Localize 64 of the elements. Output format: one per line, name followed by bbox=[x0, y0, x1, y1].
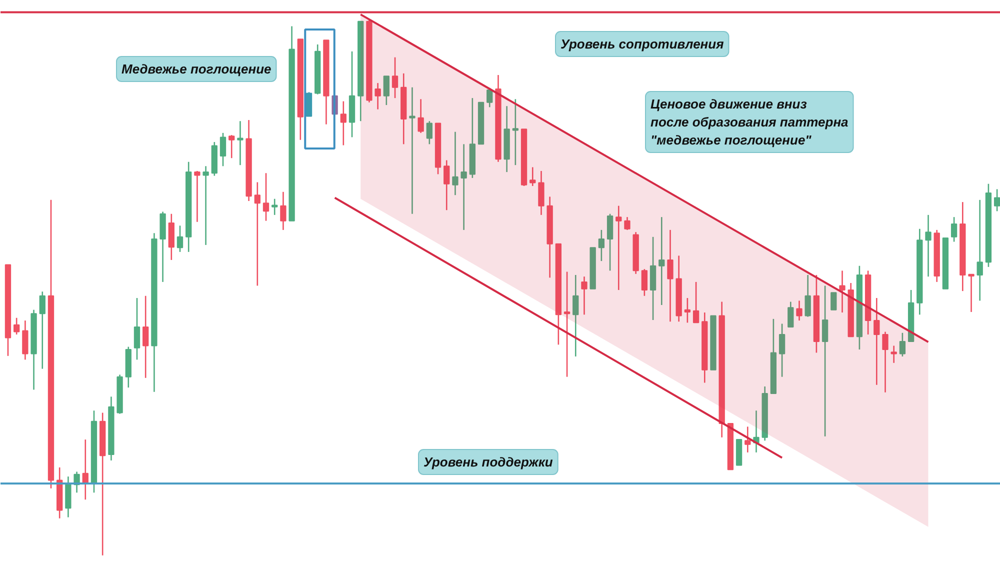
candlestick bbox=[228, 134, 235, 159]
candlestick bbox=[383, 75, 390, 106]
candlestick bbox=[839, 270, 846, 314]
candlestick bbox=[306, 92, 312, 117]
candlestick bbox=[194, 170, 200, 223]
candlestick bbox=[22, 320, 28, 360]
candlestick bbox=[624, 216, 630, 231]
candlestick bbox=[804, 274, 811, 318]
candlestick bbox=[14, 317, 20, 336]
candlestick bbox=[564, 271, 570, 378]
candlestick bbox=[512, 98, 518, 166]
candlestick bbox=[925, 214, 932, 278]
candlestick bbox=[176, 225, 184, 253]
candlestick bbox=[778, 323, 786, 378]
candlestick bbox=[976, 199, 983, 302]
candlestick bbox=[830, 292, 837, 310]
candlestick bbox=[65, 476, 72, 518]
candlestick bbox=[530, 166, 536, 187]
ref-line-label: Уровень сопротивления bbox=[560, 36, 724, 52]
candlestick bbox=[134, 297, 140, 360]
candlestick bbox=[142, 295, 149, 379]
annotation: Медвежье поглощение bbox=[122, 62, 272, 76]
candlestick bbox=[788, 301, 794, 328]
candlestick bbox=[890, 345, 897, 364]
candlestick bbox=[667, 229, 674, 322]
candlestick bbox=[254, 182, 260, 286]
candlestick bbox=[684, 297, 691, 324]
candlestick bbox=[950, 216, 958, 242]
ref-line-label: Уровень поддержки bbox=[424, 454, 553, 470]
candlestick bbox=[598, 229, 605, 262]
candlestick bbox=[822, 285, 828, 437]
candlestick bbox=[994, 188, 1000, 212]
candlestick bbox=[968, 274, 974, 313]
candlestick bbox=[796, 300, 802, 322]
candlestick bbox=[280, 191, 286, 231]
candlestick bbox=[641, 268, 648, 297]
candlestick bbox=[538, 170, 544, 216]
candlestick bbox=[444, 160, 450, 211]
candlestick bbox=[882, 331, 888, 394]
candlestick bbox=[220, 132, 226, 167]
candlestick bbox=[692, 281, 700, 324]
candlestick bbox=[392, 56, 398, 99]
candlestick bbox=[616, 205, 622, 291]
candlestick bbox=[409, 86, 416, 215]
candlestick bbox=[581, 276, 588, 316]
candlestick bbox=[340, 100, 346, 146]
candlestick bbox=[82, 438, 88, 500]
candlestick bbox=[426, 120, 432, 145]
candlestick bbox=[202, 165, 209, 246]
candlestick bbox=[262, 172, 270, 222]
candlestick bbox=[452, 131, 458, 196]
candlestick bbox=[272, 198, 278, 216]
annotation: Ценовое движение вниз после образования паттерна "медвежье поглощение" bbox=[650, 96, 848, 148]
candlestick bbox=[237, 120, 244, 166]
candlestick bbox=[39, 290, 46, 370]
candlestick bbox=[418, 98, 424, 134]
candlestick bbox=[606, 213, 614, 272]
candlestick bbox=[374, 82, 381, 110]
candlestick bbox=[460, 144, 467, 231]
candlestick bbox=[572, 274, 579, 358]
candlestick bbox=[744, 426, 751, 454]
candlestick bbox=[899, 332, 906, 358]
candlestick bbox=[658, 216, 665, 306]
candlestick bbox=[874, 297, 880, 386]
